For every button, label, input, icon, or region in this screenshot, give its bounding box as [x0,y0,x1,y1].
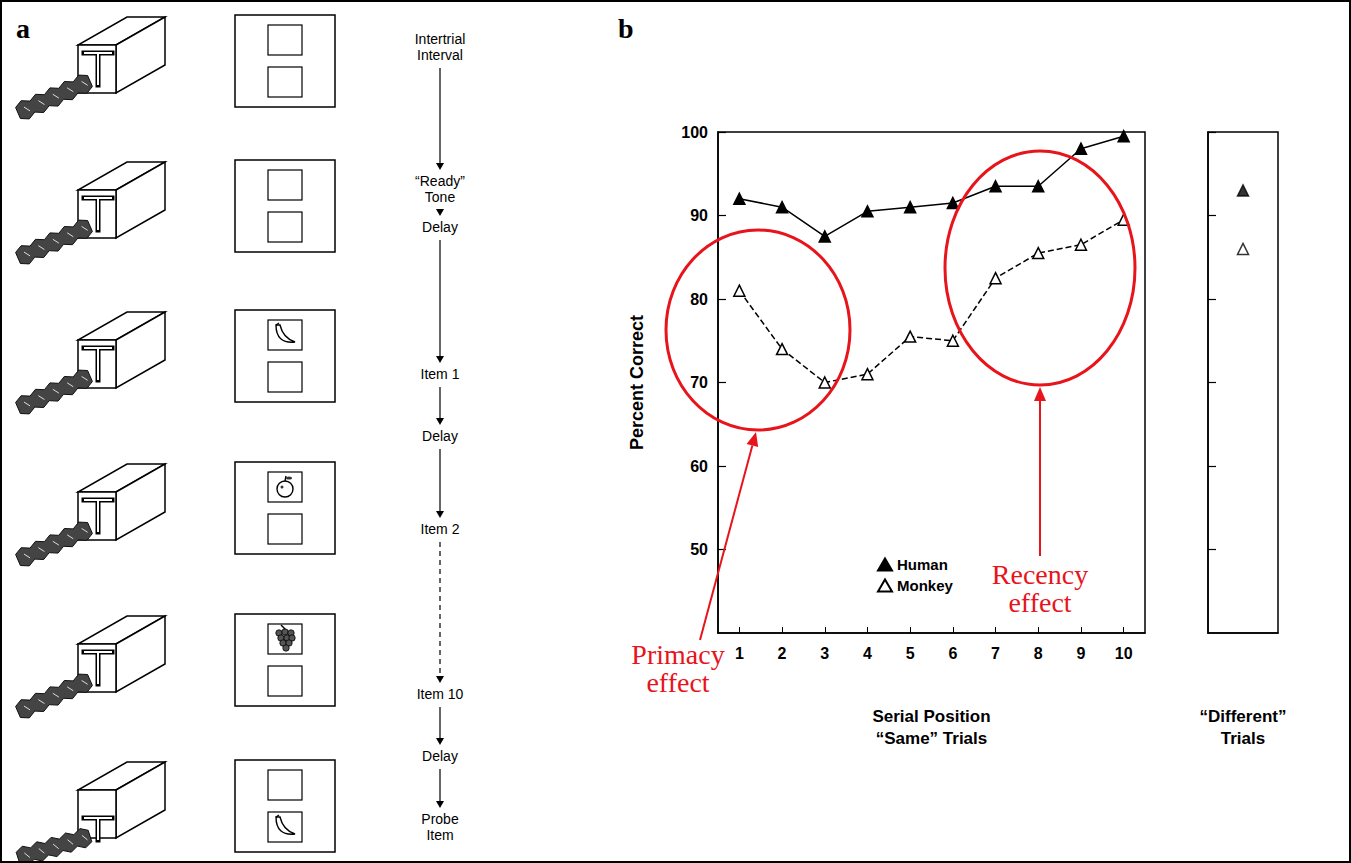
svg-text:90: 90 [690,207,708,224]
svg-text:“Different”: “Different” [1200,707,1287,726]
svg-text:4: 4 [863,645,872,662]
svg-text:Delay: Delay [422,748,458,764]
svg-text:6: 6 [948,645,957,662]
svg-text:Percent Correct: Percent Correct [627,315,647,450]
svg-text:5: 5 [906,645,915,662]
svg-text:Human: Human [897,556,948,573]
svg-text:effect: effect [1008,587,1071,618]
svg-text:100: 100 [681,124,708,141]
svg-text:Serial Position: Serial Position [872,707,990,726]
svg-text:60: 60 [690,458,708,475]
svg-text:8: 8 [1034,645,1043,662]
svg-text:“Same” Trials: “Same” Trials [876,729,988,748]
svg-text:80: 80 [690,291,708,308]
svg-text:1: 1 [735,645,744,662]
svg-text:effect: effect [646,667,709,698]
svg-text:Monkey: Monkey [897,577,954,594]
svg-text:“Ready”Tone: “Ready”Tone [415,173,465,205]
svg-text:Primacy: Primacy [631,639,724,670]
svg-text:Item 1: Item 1 [421,366,460,382]
svg-text:7: 7 [991,645,1000,662]
svg-text:10: 10 [1115,645,1133,662]
svg-text:Recency: Recency [992,559,1088,590]
svg-text:Delay: Delay [422,219,458,235]
svg-text:ProbeItem: ProbeItem [421,811,459,843]
svg-text:a: a [16,13,30,44]
svg-text:b: b [618,13,634,44]
svg-text:Item 2: Item 2 [421,521,460,537]
svg-text:IntertrialInterval: IntertrialInterval [415,31,466,63]
svg-text:Delay: Delay [422,428,458,444]
svg-text:Item 10: Item 10 [417,686,464,702]
svg-text:Trials: Trials [1221,729,1265,748]
svg-text:70: 70 [690,374,708,391]
svg-text:9: 9 [1076,645,1085,662]
svg-text:3: 3 [820,645,829,662]
svg-text:2: 2 [778,645,787,662]
svg-text:50: 50 [690,541,708,558]
